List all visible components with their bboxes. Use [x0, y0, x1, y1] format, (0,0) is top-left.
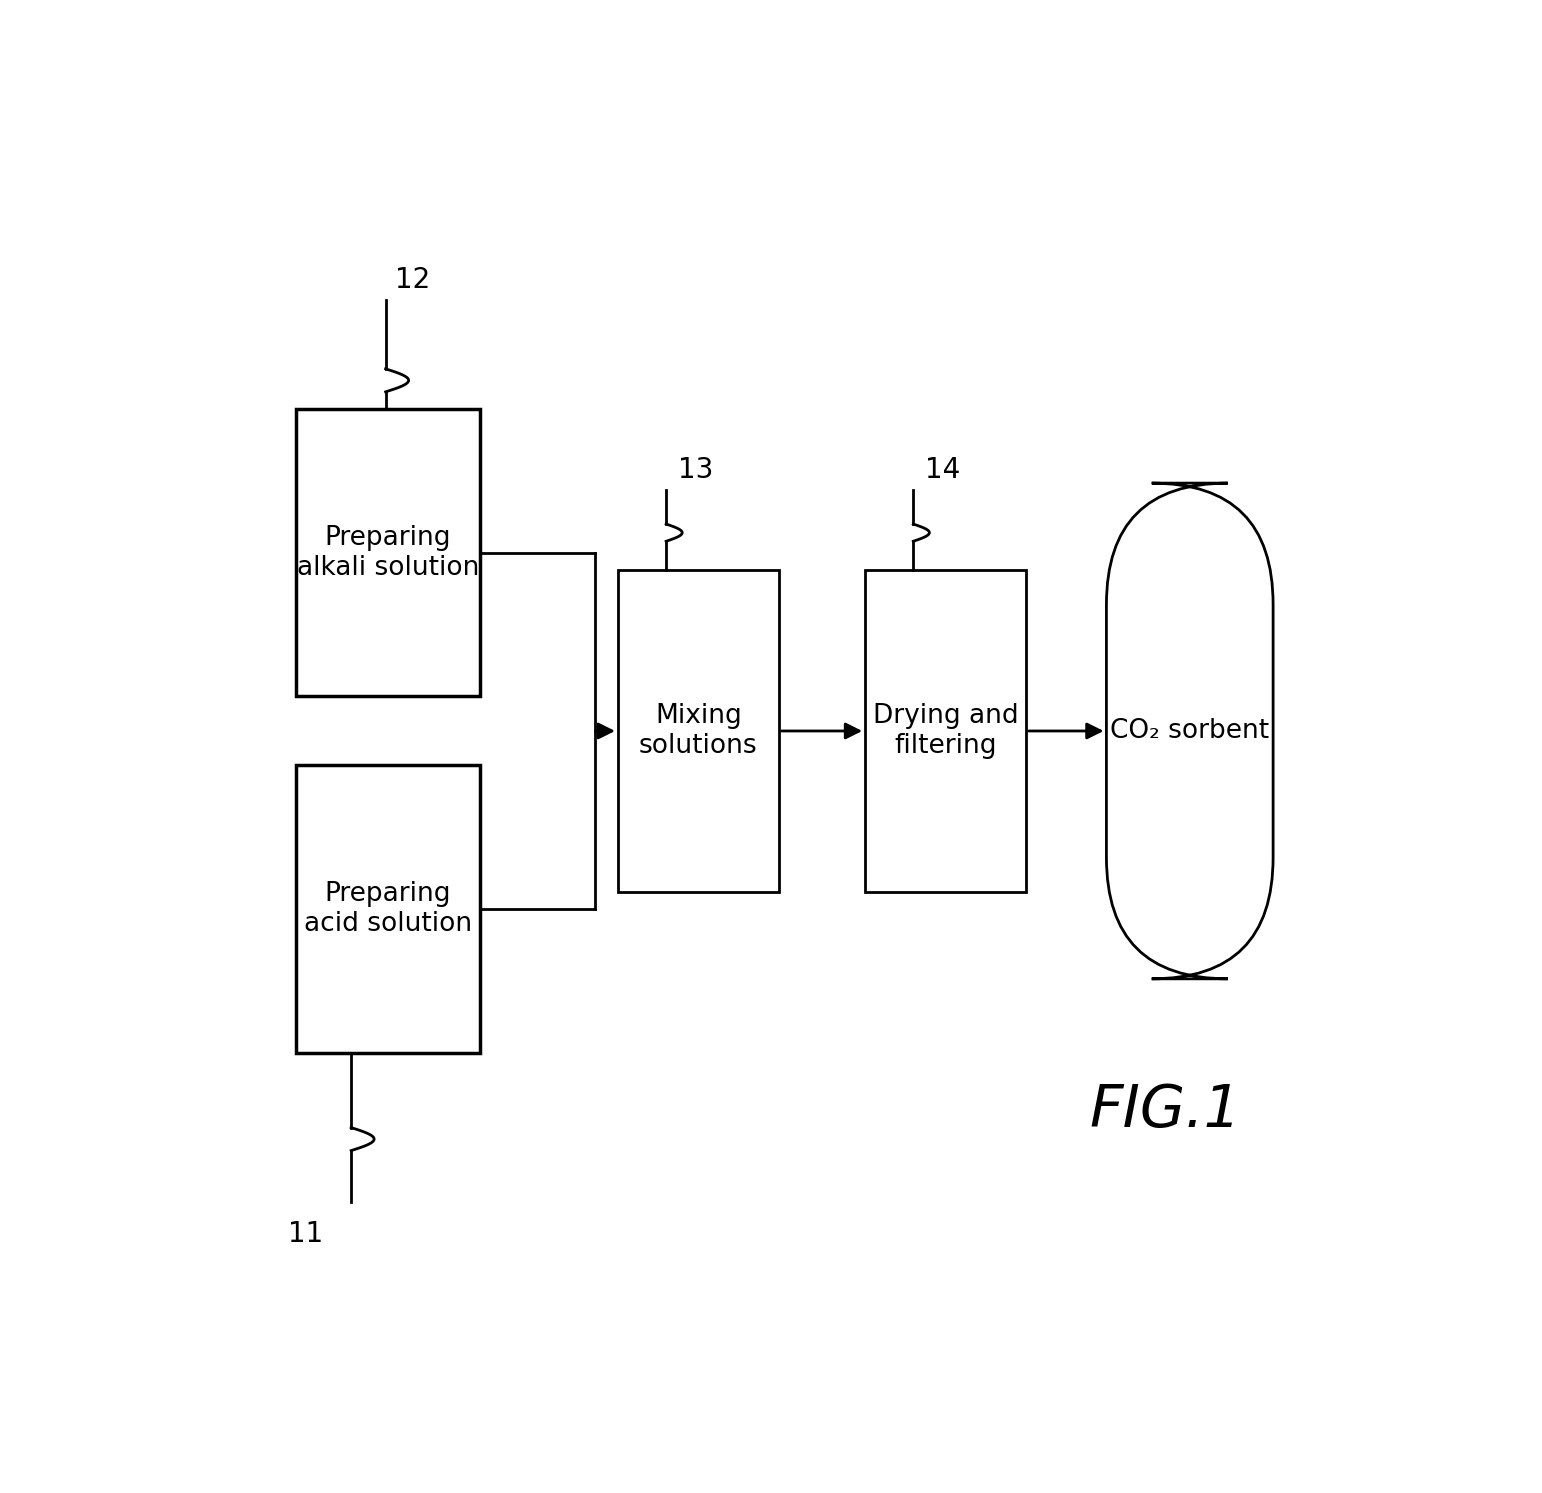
Text: FIG.1: FIG.1 — [1089, 1082, 1241, 1139]
Text: Mixing
solutions: Mixing solutions — [638, 703, 757, 758]
FancyBboxPatch shape — [296, 409, 480, 696]
FancyBboxPatch shape — [618, 570, 779, 891]
Text: Preparing
acid solution: Preparing acid solution — [304, 881, 472, 938]
Text: CO₂ sorbent: CO₂ sorbent — [1110, 718, 1269, 744]
FancyBboxPatch shape — [865, 570, 1025, 891]
Text: 12: 12 — [395, 266, 430, 294]
Text: 13: 13 — [677, 455, 712, 484]
Text: Drying and
filtering: Drying and filtering — [873, 703, 1018, 758]
FancyBboxPatch shape — [1107, 484, 1274, 979]
Text: Preparing
alkali solution: Preparing alkali solution — [296, 524, 480, 581]
Text: 11: 11 — [288, 1220, 324, 1248]
Text: 14: 14 — [925, 455, 961, 484]
FancyBboxPatch shape — [296, 766, 480, 1053]
